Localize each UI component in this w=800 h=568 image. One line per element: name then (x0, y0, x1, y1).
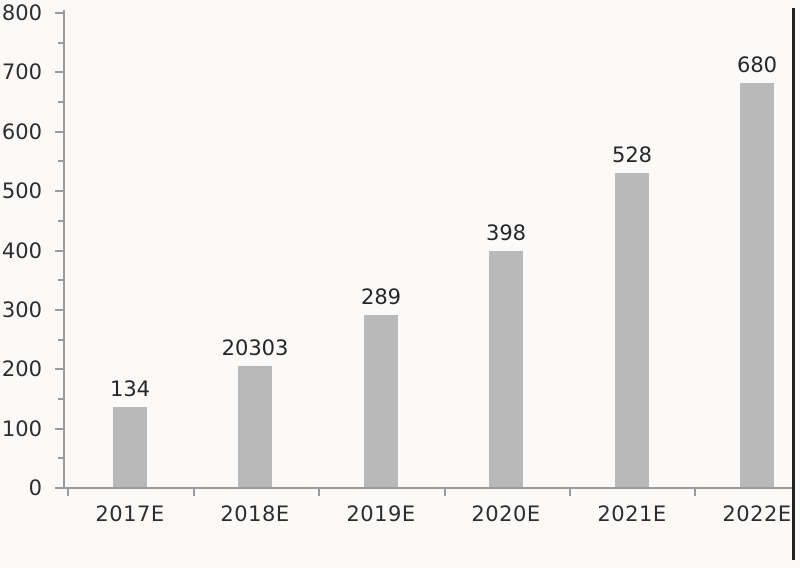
y-tick-label-600: 600 (1, 120, 42, 144)
bar-value-label-2019E: 289 (360, 285, 402, 309)
y-major-tick-700 (55, 71, 63, 73)
y-minor-tick-50 (58, 457, 63, 459)
x-tick-label-2022E: 2022E (722, 502, 792, 526)
x-tick-2 (318, 488, 320, 496)
y-minor-tick-350 (58, 279, 63, 281)
y-tick-label-400: 400 (1, 239, 42, 263)
y-major-tick-0 (55, 487, 63, 489)
bar-2022E (740, 83, 774, 487)
bar-2017E (113, 407, 147, 487)
y-minor-tick-550 (58, 160, 63, 162)
y-major-tick-200 (55, 368, 63, 370)
x-tick-5 (694, 488, 696, 496)
y-major-tick-500 (55, 190, 63, 192)
y-tick-label-500: 500 (1, 179, 42, 203)
bar-value-label-2021E: 528 (611, 143, 653, 167)
bar-2019E (364, 315, 398, 487)
image-right-border (792, 8, 795, 560)
x-tick-4 (569, 488, 571, 496)
y-tick-label-300: 300 (1, 298, 42, 322)
x-tick-label-2020E: 2020E (471, 502, 541, 526)
bar-value-label-2022E: 680 (736, 53, 778, 77)
y-major-tick-400 (55, 250, 63, 252)
x-tick-label-2018E: 2018E (220, 502, 290, 526)
x-tick-label-2019E: 2019E (346, 502, 416, 526)
y-tick-label-800: 800 (1, 1, 42, 25)
x-tick-0 (67, 488, 69, 496)
bar-2020E (489, 251, 523, 487)
y-minor-tick-250 (58, 339, 63, 341)
y-minor-tick-450 (58, 220, 63, 222)
y-minor-tick-750 (58, 42, 63, 44)
x-axis-line (63, 487, 794, 489)
y-minor-tick-150 (58, 398, 63, 400)
bar-2021E (615, 173, 649, 487)
x-tick-label-2021E: 2021E (597, 502, 667, 526)
y-major-tick-600 (55, 131, 63, 133)
y-tick-label-200: 200 (1, 357, 42, 381)
y-minor-tick-650 (58, 101, 63, 103)
y-tick-label-100: 100 (1, 417, 42, 441)
x-tick-3 (444, 488, 446, 496)
y-major-tick-100 (55, 428, 63, 430)
x-tick-label-2017E: 2017E (95, 502, 165, 526)
x-tick-1 (193, 488, 195, 496)
y-tick-label-700: 700 (1, 60, 42, 84)
bar-value-label-2020E: 398 (485, 221, 527, 245)
y-major-tick-300 (55, 309, 63, 311)
y-major-tick-800 (55, 12, 63, 14)
y-tick-label-0: 0 (28, 476, 42, 500)
bar-2018E (238, 366, 272, 487)
y-axis-line (63, 10, 65, 489)
bar-value-label-2017E: 134 (109, 377, 151, 401)
bar-value-label-2018E: 20303 (221, 336, 289, 360)
